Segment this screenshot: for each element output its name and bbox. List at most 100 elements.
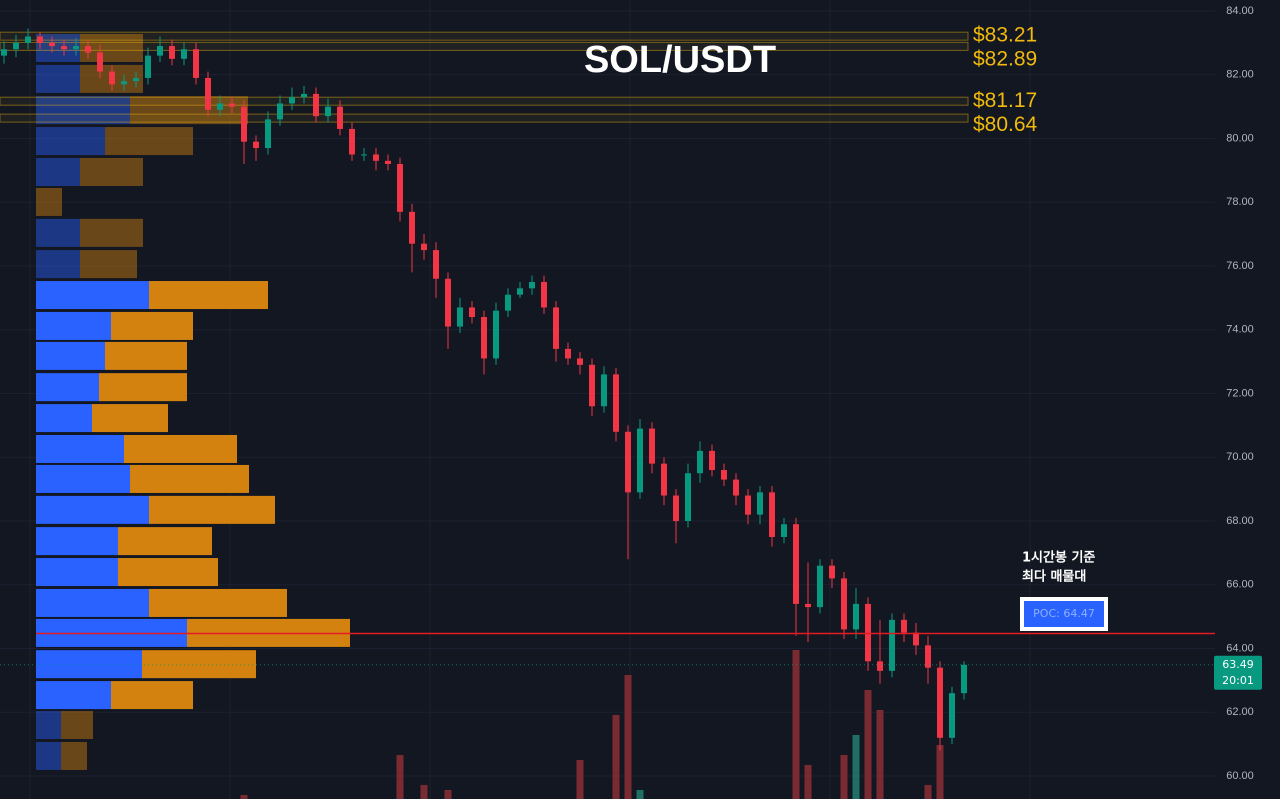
chart-title: SOL/USDT [584,39,776,81]
candle-body [685,473,691,522]
profile-sell [99,373,187,402]
volume-bar [636,790,644,799]
y-tick-label: 60.00 [1226,770,1254,782]
profile-buy [36,558,118,587]
volume-bar [804,765,812,799]
candle-body [409,211,415,244]
volume-bar [576,760,584,799]
profile-sell [130,464,249,493]
level-label: $83.21 [973,24,1037,47]
poc-box [1020,597,1108,631]
volume-bar [396,755,404,799]
candle-body [649,428,655,464]
profile-buy [36,96,130,125]
candle-body [481,317,487,359]
candle-body [889,619,895,671]
candle-body [1,49,7,56]
candle-body [493,310,499,359]
candle-body [601,374,607,407]
y-tick-label: 72.00 [1226,387,1254,399]
candle-body [61,46,67,50]
candle-body [625,431,631,493]
candle-body [169,46,175,59]
candle-body [661,463,667,496]
level-label: $82.89 [973,48,1037,71]
level-label: $81.17 [973,89,1037,112]
candle-body [937,667,943,738]
current-price-label: 63.49 [1222,658,1254,671]
candle-body [313,93,319,117]
candle-body [565,348,571,359]
candle-body [301,93,307,98]
candle-body [433,250,439,279]
candle-body [637,428,643,493]
candle-body [85,46,91,53]
candle-body [853,603,859,630]
profile-sell [61,711,93,740]
candle-body [949,693,955,738]
candle-body [109,71,115,85]
candle-body [385,160,391,165]
candle-body [517,288,523,295]
candle-body [253,141,259,149]
profile-sell [36,187,62,216]
candle-body [457,307,463,327]
candle-body [469,307,475,318]
level-band [0,96,969,106]
profile-buy [36,311,111,340]
candle-body [325,106,331,117]
candle-body [265,119,271,149]
profile-buy [36,281,149,310]
candle-body [697,450,703,474]
volume-bar [840,755,848,799]
candle-body [805,603,811,608]
profile-buy [36,250,80,279]
profile-sell [92,404,168,433]
volume-bar [240,795,248,799]
volume-bar [612,715,620,799]
profile-buy [36,218,80,247]
candle-body [73,46,79,50]
candle-body [841,578,847,630]
y-tick-label: 78.00 [1226,196,1254,208]
candle-body [793,524,799,604]
profile-buy [36,33,80,62]
y-tick-label: 76.00 [1226,260,1254,272]
y-tick-label: 74.00 [1226,324,1254,336]
y-tick-label: 80.00 [1226,132,1254,144]
candle-body [13,42,19,50]
volume-bar [444,790,452,799]
volume-bar [792,650,800,799]
profile-sell [111,681,193,710]
candle-body [877,661,883,671]
candle-body [733,479,739,496]
candle-body [961,664,967,694]
profile-buy [36,64,80,93]
candle-body [445,278,451,327]
profile-sell [61,741,87,770]
profile-buy [36,711,61,740]
candle-body [505,294,511,311]
profile-sell [111,311,193,340]
candle-body [829,565,835,579]
candle-body [229,103,235,107]
profile-buy [36,434,124,463]
candle-body [745,495,751,515]
y-tick-label: 66.00 [1226,579,1254,591]
candle-body [541,281,547,308]
profile-sell [118,527,212,556]
profile-sell [105,127,193,156]
candle-body [205,77,211,110]
level-band [0,41,969,51]
profile-sell [142,650,256,679]
candle-body [193,49,199,78]
candle-body [529,281,535,289]
volume-bar [852,735,860,799]
candle-body [217,103,223,110]
volume-bar [624,675,632,799]
candle-body [121,81,127,85]
level-band [0,31,969,41]
profile-sell [149,495,275,524]
profile-buy [36,495,149,524]
candle-body [901,619,907,633]
